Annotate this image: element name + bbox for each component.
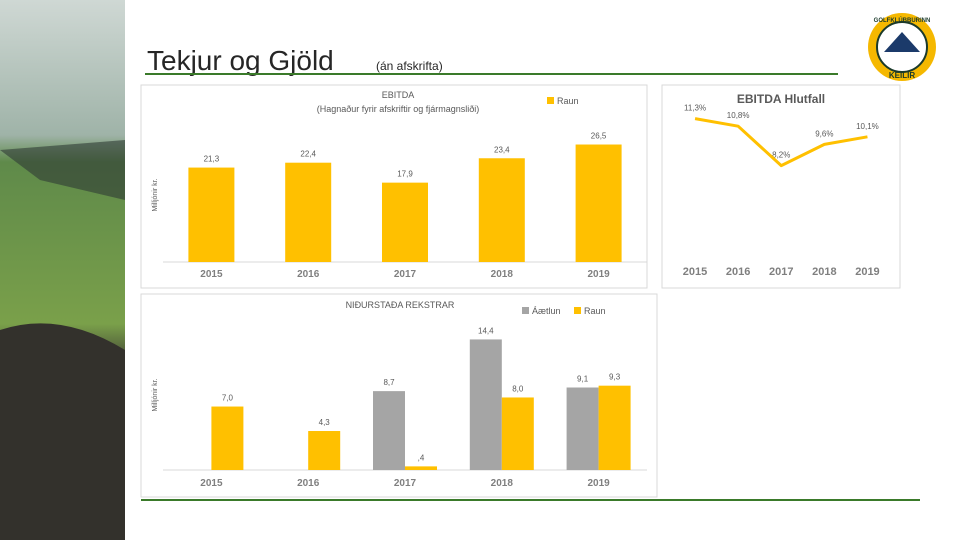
x-tick-label: 2018 (491, 269, 514, 280)
bar (501, 397, 534, 470)
bar (308, 431, 341, 470)
value-label: 10,1% (856, 122, 879, 131)
legend-label: Raun (557, 96, 579, 106)
x-tick-label: 2018 (491, 478, 514, 489)
legend-label: Raun (584, 306, 606, 316)
slide-subtitle: (án afskrifta) (376, 59, 443, 73)
legend-swatch (547, 97, 554, 104)
bar (382, 182, 428, 262)
x-tick-label: 2019 (855, 266, 879, 278)
legend-label: Áætlun (532, 306, 561, 316)
x-tick-label: 2016 (297, 269, 320, 280)
bar (211, 406, 244, 470)
value-label: 10,8% (727, 111, 750, 120)
legend-swatch (574, 307, 581, 314)
x-tick-label: 2015 (200, 478, 223, 489)
bar (598, 385, 631, 470)
logo-top: GOLFKLÚBBURINN (874, 17, 931, 24)
logo: GOLFKLÚBBURINN KEILIR (868, 13, 936, 81)
bar (469, 339, 502, 470)
value-label: 8,0 (512, 384, 524, 393)
value-label: 11,3% (684, 104, 706, 113)
value-label: 14,4 (478, 326, 494, 335)
value-label: 8,7 (383, 378, 395, 387)
x-tick-label: 2017 (394, 269, 417, 280)
x-tick-label: 2015 (683, 266, 707, 278)
value-label: 26,5 (591, 132, 607, 141)
x-tick-label: 2019 (587, 269, 610, 280)
x-tick-label: 2016 (726, 266, 750, 278)
photo-shore (0, 323, 125, 540)
value-label: 9,3 (609, 373, 621, 382)
value-label: 21,3 (204, 155, 220, 164)
value-label: 9,6% (815, 129, 833, 138)
value-label: 17,9 (397, 170, 413, 179)
value-label: 23,4 (494, 145, 510, 154)
chart-panel (661, 84, 901, 289)
value-label: 9,1 (577, 374, 589, 383)
x-tick-label: 2017 (769, 266, 793, 278)
y-axis-label: Milljónir kr. (152, 378, 159, 411)
bar (405, 466, 437, 470)
value-label: 7,0 (222, 394, 234, 403)
x-tick-label: 2019 (587, 478, 610, 489)
bar (566, 387, 599, 470)
photo-rocks (0, 140, 125, 200)
legend-swatch (522, 307, 529, 314)
x-tick-label: 2016 (297, 478, 320, 489)
bar (575, 144, 622, 262)
value-label: 22,4 (300, 150, 316, 159)
chart-title: EBITDA (382, 90, 415, 100)
bar (478, 158, 525, 262)
slide-title: Tekjur og Gjöld (147, 45, 334, 76)
bar (188, 167, 235, 262)
x-tick-label: 2018 (812, 266, 836, 278)
x-tick-label: 2015 (200, 269, 223, 280)
y-axis-label: Milljónir kr. (152, 178, 159, 211)
x-tick-label: 2017 (394, 478, 417, 489)
value-label: 4,3 (319, 418, 331, 427)
logo-mountain (884, 32, 920, 52)
logo-bottom: KEILIR (889, 71, 915, 80)
line (694, 117, 868, 168)
chart-title: NIÐURSTAÐA REKSTRAR (346, 300, 455, 310)
bar (373, 391, 405, 470)
chart-title: EBITDA Hlutfall (737, 92, 825, 106)
value-label: 8,2% (772, 151, 790, 160)
value-label: ,4 (418, 453, 425, 462)
bar (285, 162, 332, 262)
chart-subtitle: (Hagnaður fyrir afskriftir og fjármagnsl… (317, 104, 480, 114)
